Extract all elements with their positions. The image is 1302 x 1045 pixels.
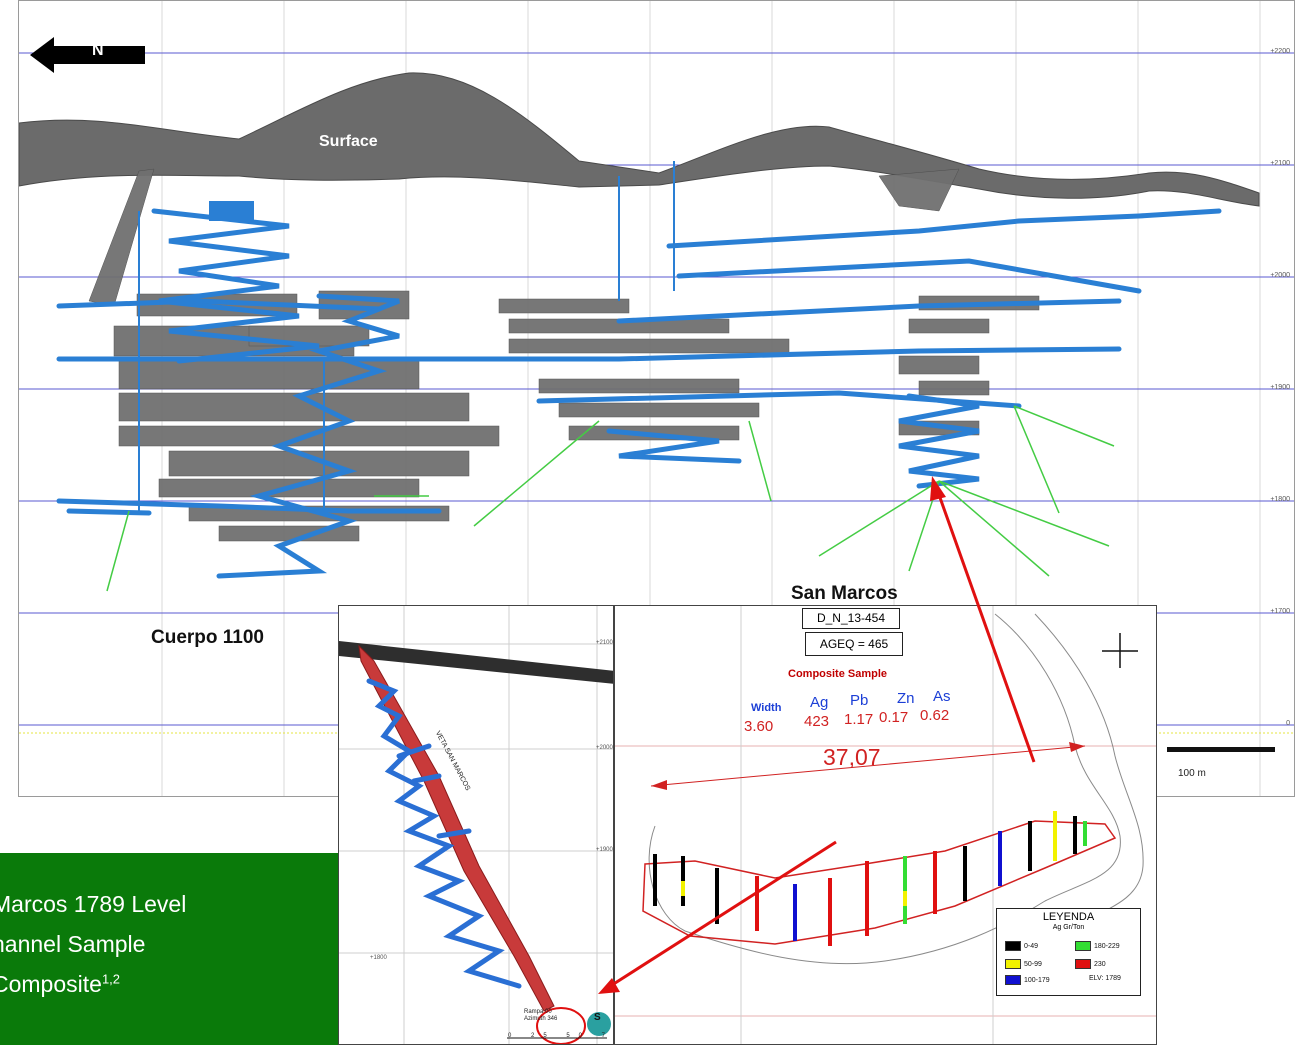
value-pb: 1.17	[844, 711, 874, 728]
header-zn: Zn	[897, 690, 915, 707]
legend-item-label: 50-99	[1024, 960, 1042, 968]
ramp-azimuth: Azimuth 346	[524, 1016, 558, 1022]
scale-bar-label: 100 m	[1178, 768, 1206, 779]
legend-item-label: 180-229	[1094, 942, 1120, 950]
legend: LEYENDA Ag Gr/Ton 0-49 180-229 50-99 230…	[996, 908, 1141, 996]
hole-id-box: D_N_13-454	[802, 608, 900, 629]
legend-subtitle: Ag Gr/Ton	[1052, 924, 1085, 931]
header-ag: Ag	[810, 694, 829, 711]
cross-section-drawing	[339, 606, 613, 1044]
elevation-label: +1700	[1270, 608, 1290, 615]
legend-item: 180-229	[1075, 941, 1120, 951]
surface-label: Surface	[319, 133, 378, 150]
san-marcos-label: San Marcos	[791, 583, 898, 604]
elevation-label: +1800	[1270, 496, 1290, 503]
caption-line-3: Composite1,2	[0, 971, 120, 998]
elevation-label: +1900	[1270, 384, 1290, 391]
cross-section-inset	[338, 605, 614, 1045]
distance-label: 37,07	[823, 744, 881, 770]
value-width: 3.60	[744, 718, 774, 735]
legend-title: LEYENDA	[1042, 911, 1095, 923]
legend-elevation: ELV: 1789	[1089, 975, 1121, 982]
header-pb: Pb	[850, 692, 869, 709]
ramp-name: Rampa 00	[524, 1009, 552, 1015]
inset-scale-ticks: 0 25 50 75 100	[508, 1033, 675, 1039]
legend-item-label: 0-49	[1024, 942, 1039, 950]
cuerpo-1100-label: Cuerpo 1100	[151, 627, 264, 648]
elevation-label: 0	[1286, 720, 1290, 727]
caption-line-3-text: Composite	[0, 971, 102, 997]
value-as: 0.62	[920, 707, 950, 724]
legend-item: 100-179	[1005, 975, 1050, 985]
elevation-label: +2000	[1270, 272, 1290, 279]
legend-item-label: 100-179	[1024, 976, 1050, 984]
inset-elevation: +1900	[596, 847, 613, 853]
inset-elevation: +2100	[596, 640, 613, 646]
header-as: As	[933, 688, 951, 705]
legend-swatch	[1075, 941, 1091, 951]
north-arrow-icon	[30, 37, 145, 73]
ageq-box: AGEQ = 465	[805, 632, 903, 656]
legend-swatch	[1005, 959, 1021, 969]
caption-line-2: hannel Sample	[0, 931, 146, 957]
caption-superscript: 1,2	[101, 971, 121, 987]
legend-item-label: 230	[1094, 960, 1106, 968]
value-zn: 0.17	[879, 709, 909, 726]
north-label: N	[92, 42, 104, 59]
legend-swatch	[1005, 975, 1021, 985]
legend-item: 0-49	[1005, 941, 1038, 951]
caption-box: Marcos 1789 Level hannel Sample Composit…	[0, 853, 338, 1045]
legend-swatch	[1075, 959, 1091, 969]
caption-line-1: Marcos 1789 Level	[0, 891, 187, 917]
elevation-label: +2200	[1270, 48, 1290, 55]
hole-tag: S	[594, 1012, 601, 1023]
ramp-label: Rampa 00 Azimuth 346	[524, 1009, 557, 1023]
inset-elevation: +2000	[596, 745, 613, 751]
long-section-drawing	[19, 1, 1294, 796]
inset-elevation: +1800	[370, 955, 387, 961]
legend-swatch	[1005, 941, 1021, 951]
value-ag: 423	[804, 713, 830, 730]
legend-item: 50-99	[1005, 959, 1042, 969]
composite-sample-title: Composite Sample	[788, 668, 888, 680]
header-width: Width	[751, 702, 782, 714]
level-plan-drawing	[615, 606, 1156, 1044]
elevation-label: +2100	[1270, 160, 1290, 167]
legend-item: 230	[1075, 959, 1106, 969]
